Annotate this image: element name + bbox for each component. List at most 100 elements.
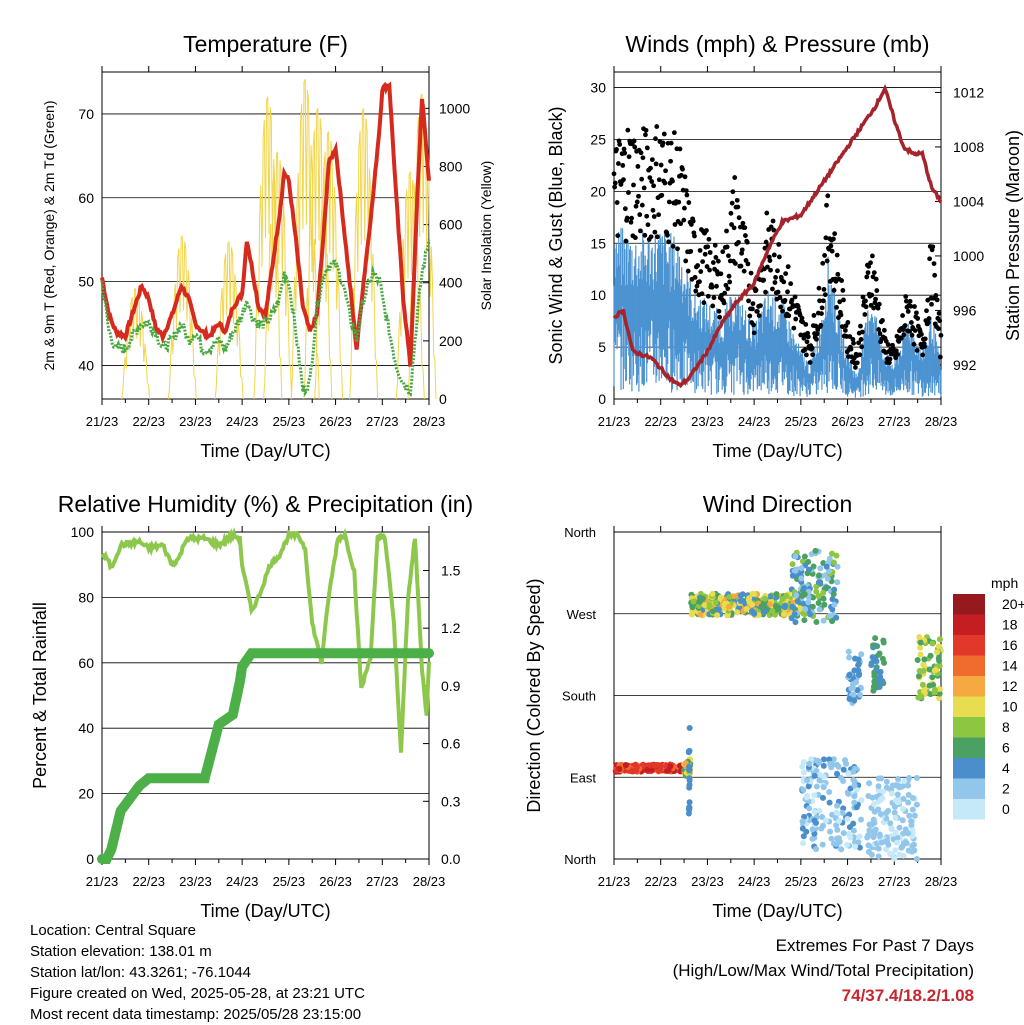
direction-point [724,612,731,619]
direction-point [800,786,807,793]
gust-point [743,233,748,238]
direction-point [872,635,879,642]
gust-point [871,270,877,275]
gust-point [934,297,940,303]
legend-label: 0 [1002,801,1010,817]
extremes-subtitle: (High/Low/Max Wind/Total Precipitation) [672,961,974,980]
y-tick-label: 60 [78,190,94,206]
station-location: Location: Central Square [30,922,196,939]
direction-point [816,606,823,613]
gust-point [730,189,736,195]
gust-point [870,253,875,259]
direction-point [818,825,825,832]
direction-point [830,591,837,598]
direction-point [879,788,886,795]
gust-point [758,303,763,308]
direction-point [712,599,719,606]
gust-point [617,142,623,147]
direction-point [834,771,841,778]
direction-point [812,547,819,554]
direction-point [831,601,838,608]
gust-point [662,180,668,186]
direction-point [875,651,882,658]
gust-point [701,300,707,306]
gust-point [656,177,662,183]
gust-point [704,264,710,269]
extremes-values: 74/37.4/18.2/1.08 [841,986,974,1005]
direction-point [800,840,807,847]
direction-point [834,810,841,817]
x-tick-label: 24/23 [226,414,259,429]
gust-point [824,202,829,208]
x-axis-label: Time (Day/UTC) [712,901,842,921]
direction-point [816,771,823,778]
series-line-t [100,81,431,367]
direction-point [820,784,827,791]
gust-point [740,220,746,226]
direction-point [864,834,871,841]
direction-point [891,803,898,810]
direction-point [865,842,872,849]
gust-point [715,258,721,264]
direction-point [927,652,934,659]
gust-point [699,291,705,297]
pressure-line [612,83,943,389]
direction-point [857,691,864,698]
gust-point [652,229,658,235]
gust-point [628,219,634,225]
direction-point [686,775,693,782]
direction-point [850,827,857,834]
direction-point [651,762,658,769]
legend-swatch [953,614,985,635]
gust-point [749,306,755,312]
gust-point [621,146,627,152]
legend-label: 10 [1002,699,1018,715]
gust-point [718,271,724,277]
gust-point [623,238,629,244]
direction-point [891,809,898,816]
gust-point [823,235,829,241]
gust-point [915,316,921,321]
y-tick-label: 10 [590,287,606,303]
direction-point [935,643,942,650]
gust-point [924,308,929,314]
direction-point [915,673,922,680]
direction-point [685,806,692,813]
gust-point [822,253,828,258]
legend-label: 18 [1002,617,1018,633]
chart-title: Wind Direction [703,491,853,517]
gust-point [629,215,635,221]
direction-point [856,833,863,840]
gust-point [828,243,834,249]
legend-label: 14 [1002,658,1018,674]
gust-point [789,297,795,303]
direction-point [833,614,840,621]
gust-point [876,301,882,307]
gust-point [632,144,638,150]
gust-point [819,311,824,317]
gust-point [751,330,757,336]
gust-point [620,163,626,168]
gust-point [680,166,685,172]
gust-point [786,313,792,319]
y-tick-label: 20 [78,786,94,802]
direction-point [734,609,741,616]
direction-point [911,812,918,819]
y-tick-label: 80 [78,589,94,605]
direction-point [851,765,858,772]
gust-point [707,267,712,273]
y2-tick-label: 1000 [953,248,984,264]
gust-point [615,233,621,239]
gust-point [816,285,822,291]
gust-point [661,131,667,137]
direction-point [850,776,857,783]
direction-point [767,593,774,600]
y2-tick-label: 0.0 [441,851,461,867]
legend-label: 8 [1002,719,1010,735]
gust-point [639,176,645,182]
gust-point [862,312,868,317]
direction-point [900,795,907,802]
gust-point [825,193,831,199]
gust-point [835,271,841,277]
gust-point [697,279,702,285]
